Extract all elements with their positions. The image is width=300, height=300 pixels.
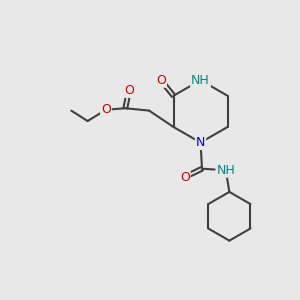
Text: O: O [180, 170, 190, 184]
Text: O: O [124, 84, 134, 97]
Text: O: O [101, 103, 111, 116]
Text: O: O [156, 74, 166, 87]
Text: N: N [196, 136, 205, 149]
Text: NH: NH [216, 164, 235, 177]
Text: NH: NH [191, 74, 210, 87]
